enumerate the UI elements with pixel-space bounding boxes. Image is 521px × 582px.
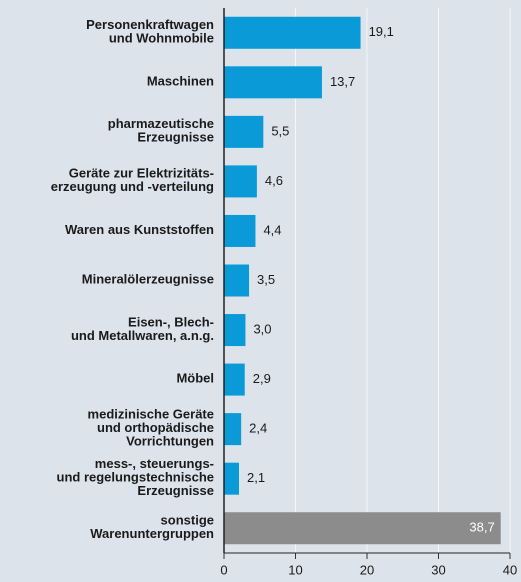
y-tick-label: Mineralölerzeugnisse xyxy=(82,272,214,287)
y-tick-label: Waren aus Kunststoffen xyxy=(65,222,214,237)
bar xyxy=(224,264,250,297)
y-tick-label: pharmazeutische Erzeugnisse xyxy=(108,117,214,145)
bar xyxy=(224,16,361,49)
y-tick-label: Möbel xyxy=(176,371,214,386)
y-tick-label: Geräte zur Elektrizitäts-erzeugung und -… xyxy=(51,166,214,195)
value-label: 19,1 xyxy=(369,24,394,39)
x-tick-label: 30 xyxy=(431,562,445,577)
y-tick-label: medizinische Geräte und orthopädische Vorr… xyxy=(88,407,215,449)
value-label: 2,1 xyxy=(247,470,265,485)
x-tick-label: 10 xyxy=(288,562,302,577)
bar xyxy=(224,115,264,148)
value-label: 4,4 xyxy=(263,222,281,237)
x-tick-label: 20 xyxy=(360,562,374,577)
y-tick-label: Eisen-, Blech-und Metallwaren, a.n.g. xyxy=(71,315,214,344)
value-label: 13,7 xyxy=(330,74,355,89)
value-label: 38,7 xyxy=(469,520,494,535)
x-tick-label: 40 xyxy=(503,562,517,577)
bar xyxy=(224,363,245,396)
value-label: 5,5 xyxy=(271,123,289,138)
value-label: 3,5 xyxy=(257,272,275,287)
bar xyxy=(224,512,501,545)
y-tick-label: sonstige Warenuntergruppen xyxy=(90,513,214,542)
value-label: 3,0 xyxy=(253,321,271,336)
y-tick-label: Maschinen xyxy=(147,74,214,89)
value-label: 2,4 xyxy=(249,421,267,436)
x-tick-label: 0 xyxy=(220,562,227,577)
y-tick-label: mess-, steuerungs-und regelungstechnisch… xyxy=(57,457,214,499)
bar xyxy=(224,214,256,247)
bar xyxy=(224,165,257,198)
value-label: 4,6 xyxy=(265,173,283,188)
value-label: 2,9 xyxy=(253,371,271,386)
bar xyxy=(224,66,322,99)
bar xyxy=(224,462,240,495)
bar xyxy=(224,413,242,446)
bar xyxy=(224,314,246,347)
y-tick-label: Personenkraftwagen und Wohnmobile xyxy=(86,17,214,46)
